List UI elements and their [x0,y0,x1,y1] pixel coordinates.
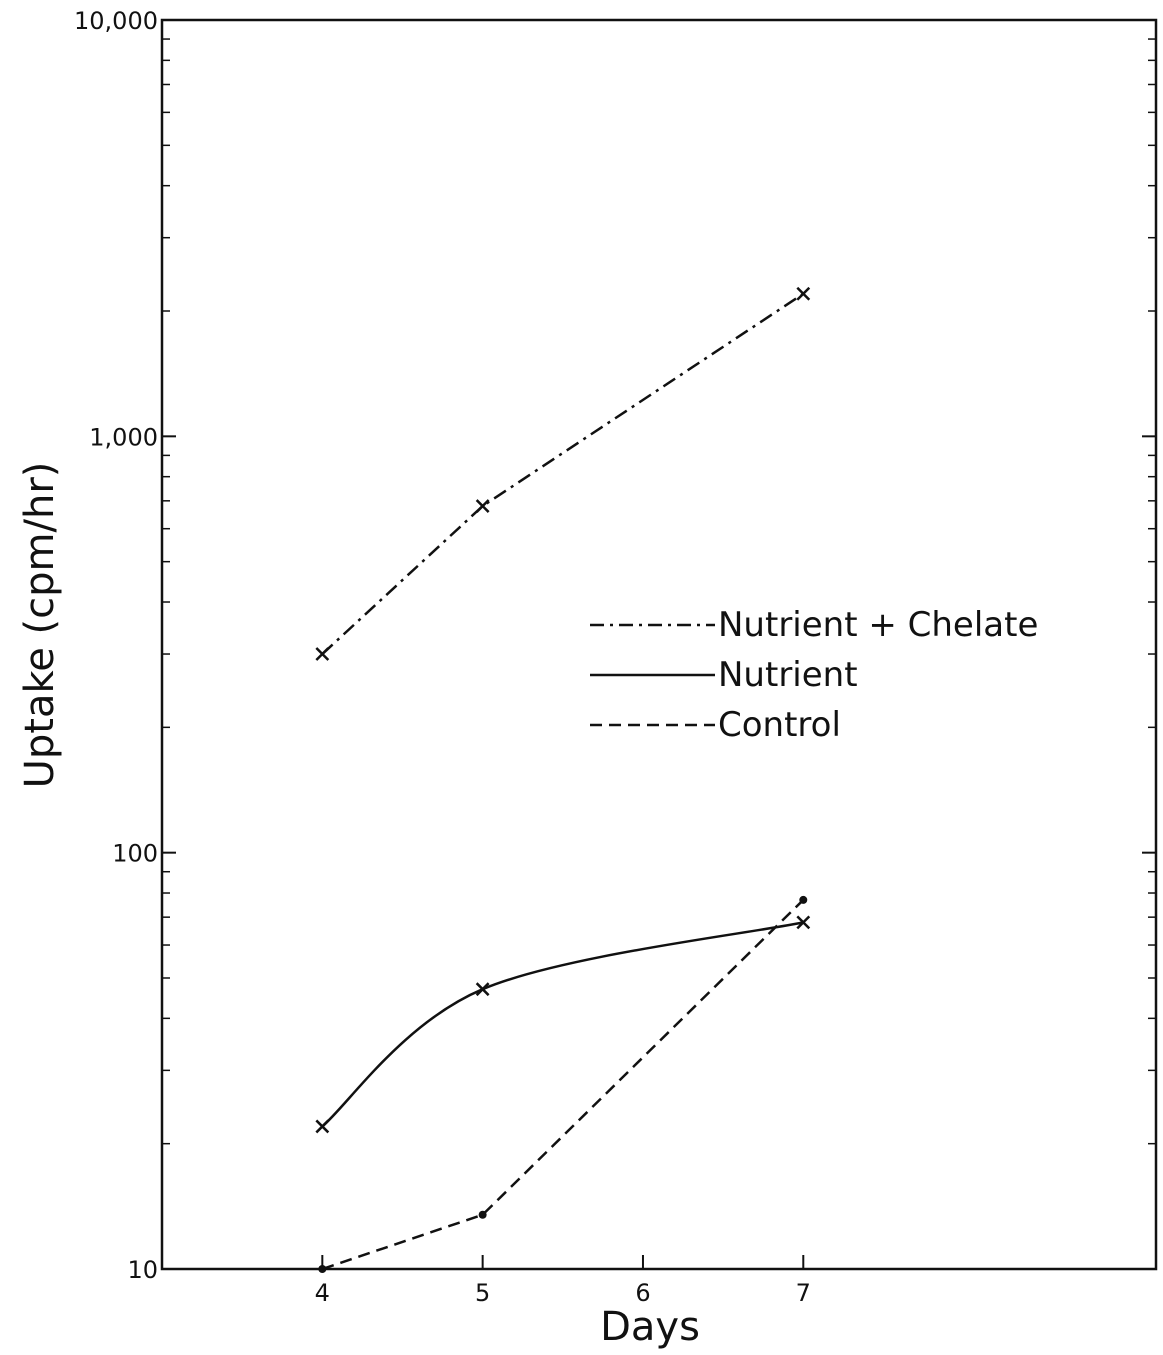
data-point-control [318,1265,327,1273]
x-tick-label: 7 [796,1279,811,1307]
series-line-control [321,899,805,1271]
x-axis-ticks: 4 5 6 7 [315,1255,811,1307]
data-point-nutrient [315,1119,330,1134]
data-point-stroke [315,1119,330,1134]
x-axis-title: Days [600,1304,700,1350]
data-point-stroke [796,286,811,301]
data-point-nutrient-chelate [315,647,330,661]
data-point-nutrient-chelate [796,286,811,301]
legend-label-control: Control [718,705,841,745]
y-tick-label: 10,000 [74,7,158,35]
x-tick-label: 6 [635,1279,650,1307]
data-point-stroke [796,915,811,930]
x-tick-label: 5 [475,1279,490,1307]
data-point-nutrient [475,982,490,997]
y-tick-label: 1,000 [89,423,158,451]
data-point-stroke [475,499,490,513]
series-line-nutrient-chelate [321,292,804,655]
legend: Nutrient + Chelate Nutrient Control [590,605,1038,745]
data-point-stroke [315,647,330,661]
legend-label-nutrient-chelate: Nutrient + Chelate [718,605,1038,645]
y-tick-label: 100 [112,840,158,868]
series-layer [315,286,811,1273]
data-point-nutrient [796,915,811,930]
data-point-control [799,895,808,904]
series-line-nutrient [321,921,804,1128]
y-axis-ticks: 10 100 1,000 10,000 [74,7,1156,1284]
y-axis-title: Uptake (cpm/hr) [17,462,63,789]
y-tick-label: 10 [127,1256,158,1284]
data-point-stroke [475,982,490,997]
x-tick-label: 4 [315,1279,330,1307]
data-point-control [478,1210,487,1219]
data-point-nutrient-chelate [475,499,490,513]
legend-label-nutrient: Nutrient [718,655,858,695]
plot-frame [160,18,1158,1271]
